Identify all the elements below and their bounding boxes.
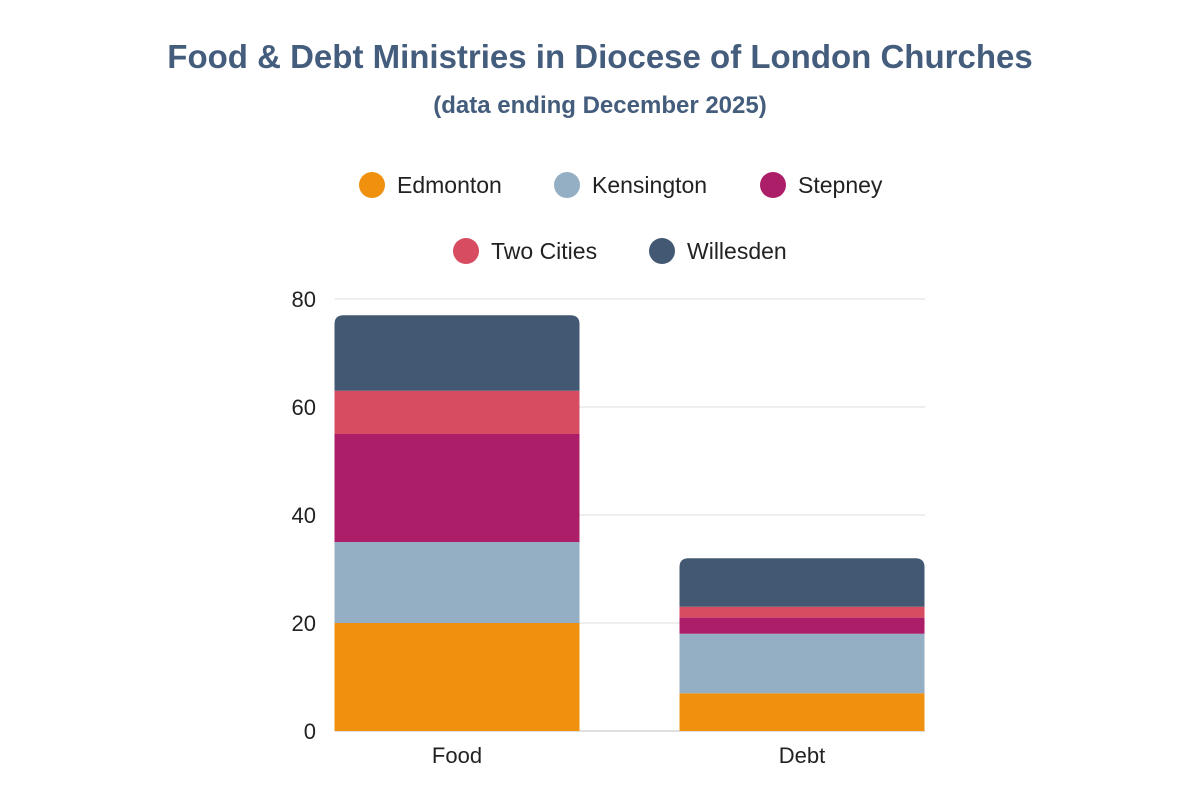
- bar-food-stepney: [334, 434, 580, 542]
- legend-swatch-stepney: [760, 172, 786, 198]
- chart-subtitle: (data ending December 2025): [433, 92, 767, 119]
- y-tick-label: 20: [292, 611, 316, 636]
- legend: Edmonton Kensington Stepney Two Cities Wille…: [359, 172, 883, 264]
- legend-label: Stepney: [798, 172, 883, 198]
- bar-food-willesden: [334, 315, 580, 391]
- legend-label: Willesden: [687, 238, 787, 264]
- x-axis: Food Debt: [432, 743, 825, 768]
- legend-label: Kensington: [592, 172, 707, 198]
- legend-swatch-edmonton: [359, 172, 385, 198]
- legend-label: Edmonton: [397, 172, 502, 198]
- x-tick-label: Debt: [779, 743, 825, 768]
- bar-food-edmonton: [334, 623, 580, 731]
- y-tick-label: 0: [304, 719, 316, 744]
- bars: [334, 315, 925, 731]
- legend-label: Two Cities: [491, 238, 597, 264]
- bar-debt-stepney: [679, 617, 925, 634]
- y-tick-label: 80: [292, 287, 316, 312]
- x-tick-label: Food: [432, 743, 482, 768]
- legend-swatch-two-cities: [453, 238, 479, 264]
- chart-title: Food & Debt Ministries in Diocese of Lon…: [167, 38, 1033, 75]
- bar-debt-two-cities: [679, 606, 925, 618]
- bar-food-two-cities: [334, 390, 580, 434]
- bar-debt-willesden: [679, 558, 925, 607]
- bar-debt-edmonton: [679, 693, 925, 731]
- bar-debt-kensington: [679, 633, 925, 694]
- y-axis: 0 20 40 60 80: [292, 287, 316, 744]
- legend-swatch-willesden: [649, 238, 675, 264]
- y-tick-label: 40: [292, 503, 316, 528]
- legend-swatch-kensington: [554, 172, 580, 198]
- bar-food-kensington: [334, 542, 580, 623]
- y-tick-label: 60: [292, 395, 316, 420]
